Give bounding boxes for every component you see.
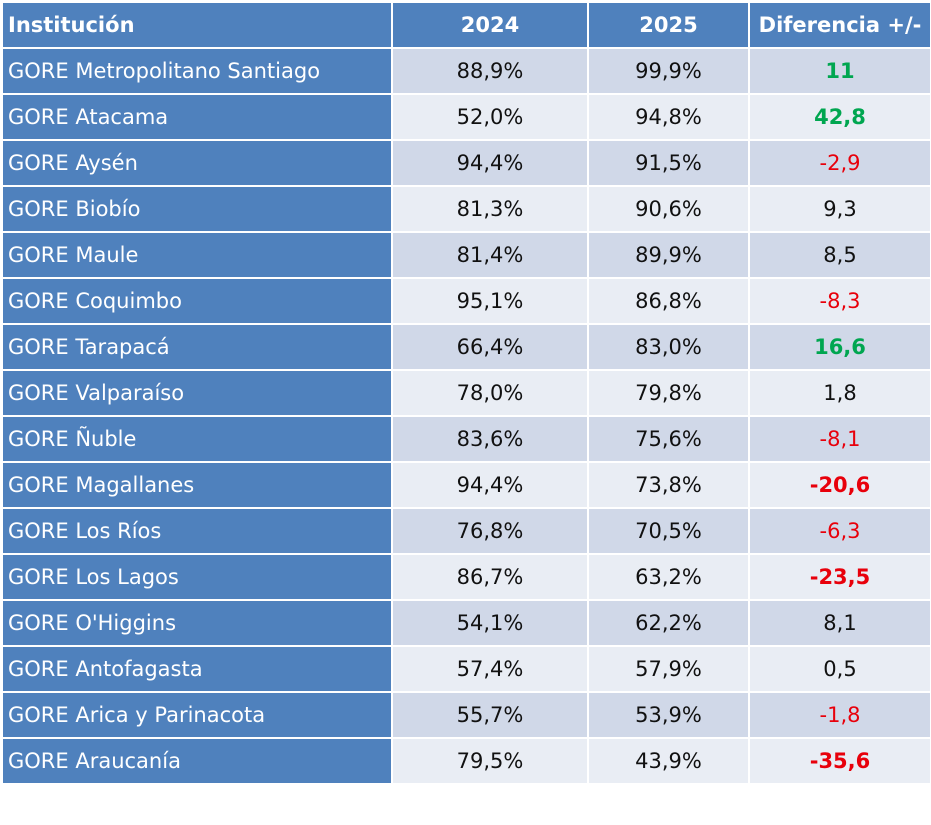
table-row: GORE Los Ríos 76,8% 70,5% -6,3	[1, 507, 931, 555]
cell-institucion: GORE Aysén	[1, 139, 393, 187]
cell-2025: 86,8%	[587, 277, 750, 325]
cell-diferencia: -1,8	[748, 691, 931, 739]
header-diferencia: Diferencia +/-	[748, 1, 931, 49]
table-row: GORE Biobío 81,3% 90,6% 9,3	[1, 185, 931, 233]
cell-institucion: GORE Maule	[1, 231, 393, 279]
cell-diferencia: -8,3	[748, 277, 931, 325]
cell-institucion: GORE Antofagasta	[1, 645, 393, 693]
cell-2025: 57,9%	[587, 645, 750, 693]
table-row: GORE Arica y Parinacota 55,7% 53,9% -1,8	[1, 691, 931, 739]
cell-2025: 70,5%	[587, 507, 750, 555]
cell-2025: 43,9%	[587, 737, 750, 785]
cell-institucion: GORE Valparaíso	[1, 369, 393, 417]
cell-2024: 94,4%	[391, 461, 589, 509]
cell-diferencia: -8,1	[748, 415, 931, 463]
table-row: GORE Aysén 94,4% 91,5% -2,9	[1, 139, 931, 187]
cell-institucion: GORE Coquimbo	[1, 277, 393, 325]
cell-2025: 83,0%	[587, 323, 750, 371]
cell-institucion: GORE Magallanes	[1, 461, 393, 509]
cell-2025: 73,8%	[587, 461, 750, 509]
table-row: GORE Metropolitano Santiago 88,9% 99,9% 11	[1, 47, 931, 95]
cell-2025: 62,2%	[587, 599, 750, 647]
cell-2025: 94,8%	[587, 93, 750, 141]
cell-diferencia: -6,3	[748, 507, 931, 555]
cell-2024: 55,7%	[391, 691, 589, 739]
cell-institucion: GORE Ñuble	[1, 415, 393, 463]
cell-diferencia: 0,5	[748, 645, 931, 693]
cell-2024: 57,4%	[391, 645, 589, 693]
cell-2024: 95,1%	[391, 277, 589, 325]
cell-institucion: GORE Araucanía	[1, 737, 393, 785]
cell-2024: 79,5%	[391, 737, 589, 785]
header-institucion: Institución	[1, 1, 393, 49]
cell-diferencia: -23,5	[748, 553, 931, 601]
cell-diferencia: 1,8	[748, 369, 931, 417]
table-row: GORE Maule 81,4% 89,9% 8,5	[1, 231, 931, 279]
cell-institucion: GORE Tarapacá	[1, 323, 393, 371]
cell-diferencia: 8,1	[748, 599, 931, 647]
table-row: GORE Magallanes 94,4% 73,8% -20,6	[1, 461, 931, 509]
cell-institucion: GORE Biobío	[1, 185, 393, 233]
table-row: GORE Atacama 52,0% 94,8% 42,8	[1, 93, 931, 141]
cell-2024: 78,0%	[391, 369, 589, 417]
cell-2024: 76,8%	[391, 507, 589, 555]
header-row: Institución 2024 2025 Diferencia +/-	[1, 1, 931, 49]
table-row: GORE Ñuble 83,6% 75,6% -8,1	[1, 415, 931, 463]
cell-2025: 90,6%	[587, 185, 750, 233]
header-2024: 2024	[391, 1, 589, 49]
table-row: GORE Valparaíso 78,0% 79,8% 1,8	[1, 369, 931, 417]
table-row: GORE O'Higgins 54,1% 62,2% 8,1	[1, 599, 931, 647]
table-header: Institución 2024 2025 Diferencia +/-	[1, 1, 931, 49]
table-row: GORE Antofagasta 57,4% 57,9% 0,5	[1, 645, 931, 693]
cell-diferencia: 11	[748, 47, 931, 95]
table-row: GORE Tarapacá 66,4% 83,0% 16,6	[1, 323, 931, 371]
cell-diferencia: 8,5	[748, 231, 931, 279]
cell-institucion: GORE Atacama	[1, 93, 393, 141]
comparison-table: Institución 2024 2025 Diferencia +/- GOR…	[1, 1, 931, 785]
cell-diferencia: -2,9	[748, 139, 931, 187]
cell-2024: 54,1%	[391, 599, 589, 647]
cell-2024: 88,9%	[391, 47, 589, 95]
cell-2025: 99,9%	[587, 47, 750, 95]
cell-institucion: GORE Los Ríos	[1, 507, 393, 555]
cell-institucion: GORE Metropolitano Santiago	[1, 47, 393, 95]
cell-2025: 53,9%	[587, 691, 750, 739]
cell-diferencia: 16,6	[748, 323, 931, 371]
cell-2024: 52,0%	[391, 93, 589, 141]
cell-2024: 94,4%	[391, 139, 589, 187]
cell-2024: 83,6%	[391, 415, 589, 463]
cell-2025: 91,5%	[587, 139, 750, 187]
cell-institucion: GORE Los Lagos	[1, 553, 393, 601]
cell-2024: 81,4%	[391, 231, 589, 279]
cell-2025: 79,8%	[587, 369, 750, 417]
cell-diferencia: 42,8	[748, 93, 931, 141]
cell-2025: 63,2%	[587, 553, 750, 601]
cell-2025: 75,6%	[587, 415, 750, 463]
cell-2024: 66,4%	[391, 323, 589, 371]
cell-2025: 89,9%	[587, 231, 750, 279]
cell-institucion: GORE Arica y Parinacota	[1, 691, 393, 739]
cell-2024: 86,7%	[391, 553, 589, 601]
cell-diferencia: -35,6	[748, 737, 931, 785]
table-row: GORE Los Lagos 86,7% 63,2% -23,5	[1, 553, 931, 601]
table-body: GORE Metropolitano Santiago 88,9% 99,9% 11 G…	[1, 47, 931, 785]
table-row: GORE Araucanía 79,5% 43,9% -35,6	[1, 737, 931, 785]
cell-diferencia: 9,3	[748, 185, 931, 233]
table-row: GORE Coquimbo 95,1% 86,8% -8,3	[1, 277, 931, 325]
header-2025: 2025	[587, 1, 750, 49]
cell-diferencia: -20,6	[748, 461, 931, 509]
cell-institucion: GORE O'Higgins	[1, 599, 393, 647]
cell-2024: 81,3%	[391, 185, 589, 233]
